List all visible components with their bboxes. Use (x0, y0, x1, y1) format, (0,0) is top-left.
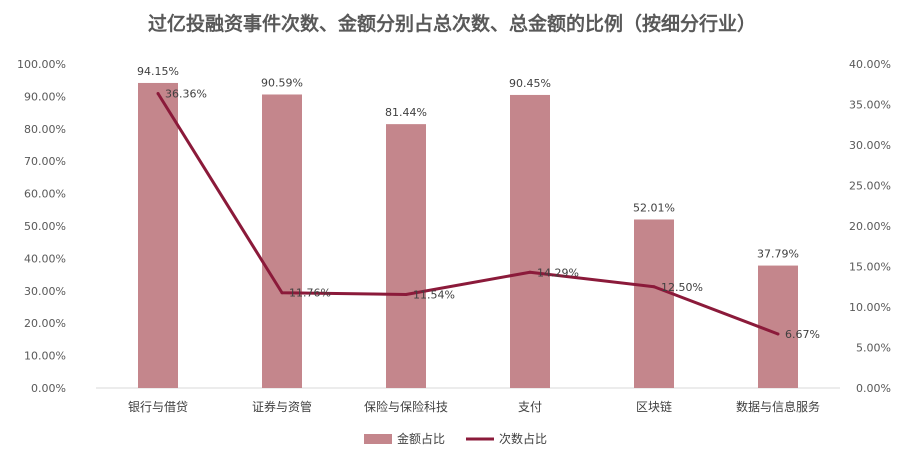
bar-data-label: 90.45% (509, 77, 551, 90)
right-y-tick-label: 0.00% (856, 382, 891, 395)
legend-swatch-bar (364, 434, 392, 444)
right-y-tick-label: 20.00% (849, 220, 891, 233)
x-category-label: 证券与资管 (252, 399, 312, 414)
line-point (156, 91, 160, 95)
legend-label-line: 次数占比 (499, 431, 547, 446)
left-y-tick-label: 20.00% (24, 317, 66, 330)
right-y-tick-label: 25.00% (849, 180, 891, 193)
line-data-label: 11.76% (289, 287, 331, 300)
left-y-tick-label: 80.00% (24, 123, 66, 136)
bar (262, 94, 302, 388)
line-data-label: 12.50% (661, 281, 703, 294)
x-category-label: 区块链 (636, 399, 672, 414)
line-point (280, 291, 284, 295)
x-category-label: 支付 (518, 400, 542, 414)
x-axis-categories: 银行与借贷 证券与资管 保险与保险科技 支付 区块链 数据与信息服务 (128, 399, 820, 414)
line-data-label: 6.67% (785, 328, 820, 341)
x-category-label: 数据与信息服务 (736, 399, 820, 414)
left-y-tick-label: 90.00% (24, 90, 66, 103)
bar (138, 82, 178, 388)
bar (386, 124, 426, 388)
bar (758, 265, 798, 388)
line-data-label: 36.36% (165, 87, 207, 100)
left-y-tick-label: 70.00% (24, 155, 66, 168)
chart-title: 过亿投融资事件次数、金额分别占总次数、总金额的比例（按细分行业） (148, 12, 756, 35)
left-y-tick-label: 0.00% (31, 382, 66, 395)
line-point (652, 285, 656, 289)
left-y-tick-label: 100.00% (17, 58, 66, 71)
left-y-axis: 0.00% 10.00% 20.00% 30.00% 40.00% 50.00% 60.00… (17, 58, 66, 395)
legend: 金额占比 次数占比 (364, 431, 547, 446)
right-y-tick-label: 35.00% (849, 99, 891, 112)
right-y-tick-label: 40.00% (849, 58, 891, 71)
x-category-label: 银行与借贷 (128, 400, 188, 414)
line-point (528, 270, 532, 274)
bar-data-label: 90.59% (261, 76, 303, 89)
line-data-label: 14.29% (537, 266, 579, 279)
line-data-label: 11.54% (413, 289, 455, 302)
right-y-tick-label: 30.00% (849, 139, 891, 152)
bar-data-label: 37.79% (757, 248, 799, 261)
right-y-tick-label: 5.00% (856, 342, 891, 355)
left-y-tick-label: 10.00% (24, 350, 66, 363)
bar (510, 94, 550, 388)
legend-label-bar: 金额占比 (397, 431, 445, 446)
right-y-tick-label: 15.00% (849, 261, 891, 274)
bar-data-label: 94.15% (137, 65, 179, 78)
line-point (776, 332, 780, 336)
bar-data-label: 52.01% (633, 201, 675, 214)
bar (634, 219, 674, 388)
line-series: 36.36% 11.76% 11.54% 14.29% 12.50% 6.67% (156, 87, 820, 341)
x-category-label: 保险与保险科技 (364, 399, 448, 414)
right-y-tick-label: 10.00% (849, 301, 891, 314)
line-point (404, 293, 408, 297)
line-path (156, 92, 779, 336)
bar-data-label: 81.44% (385, 106, 427, 119)
left-y-tick-label: 30.00% (24, 285, 66, 298)
left-y-tick-label: 40.00% (24, 252, 66, 265)
bar-series: 94.15% 90.59% 81.44% 90.45% 52.01% 37.79% (137, 65, 799, 388)
left-y-tick-label: 60.00% (24, 188, 66, 201)
right-y-axis: 0.00% 5.00% 10.00% 15.00% 20.00% 25.00% 30.00%… (849, 58, 891, 395)
left-y-tick-label: 50.00% (24, 220, 66, 233)
